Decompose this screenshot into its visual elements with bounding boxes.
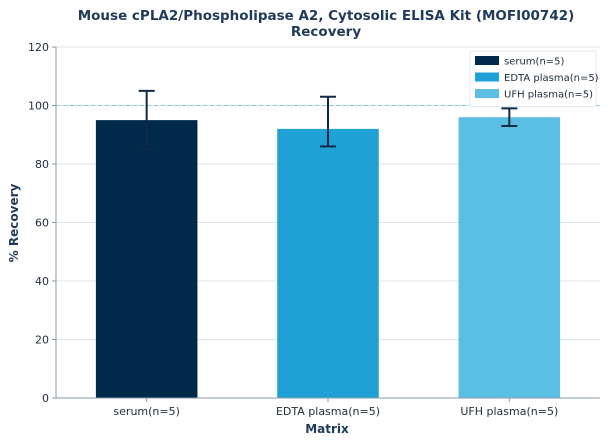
x-tick-label: UFH plasma(n=5) [460, 405, 558, 418]
bar [95, 120, 198, 398]
x-tick-label: serum(n=5) [113, 405, 179, 418]
legend-label: EDTA plasma(n=5) [504, 73, 599, 84]
legend-swatch [475, 89, 499, 98]
y-tick-label: 20 [35, 334, 49, 347]
y-tick-label: 0 [42, 392, 49, 405]
legend-label: UFH plasma(n=5) [504, 90, 593, 101]
y-tick-label: 80 [35, 158, 49, 171]
x-tick-label: EDTA plasma(n=5) [276, 405, 380, 418]
plot-area: 0 20 40 60 80 100 120 serum(n=5) EDTA plasma(n=5… [28, 41, 600, 418]
legend-swatch [475, 72, 499, 82]
y-tick-label: 120 [28, 41, 49, 54]
chart-title: Mouse cPLA2/Phospholipase A2, Cytosolic … [78, 8, 575, 24]
legend-label: serum(n=5) [504, 57, 565, 68]
y-tick-label: 40 [35, 275, 49, 288]
chart-subtitle: Recovery [291, 24, 361, 40]
legend-box [469, 50, 597, 107]
x-axis-label: Matrix [305, 422, 349, 436]
bar [277, 128, 379, 398]
bar [458, 117, 561, 398]
y-tick-label: 60 [35, 217, 49, 230]
legend: serum(n=5) EDTA plasma(n=5) UFH plasma(n=5… [469, 50, 599, 107]
y-tick-label: 100 [28, 100, 49, 113]
legend-swatch [475, 56, 499, 65]
y-axis-label: % Recovery [7, 184, 21, 263]
